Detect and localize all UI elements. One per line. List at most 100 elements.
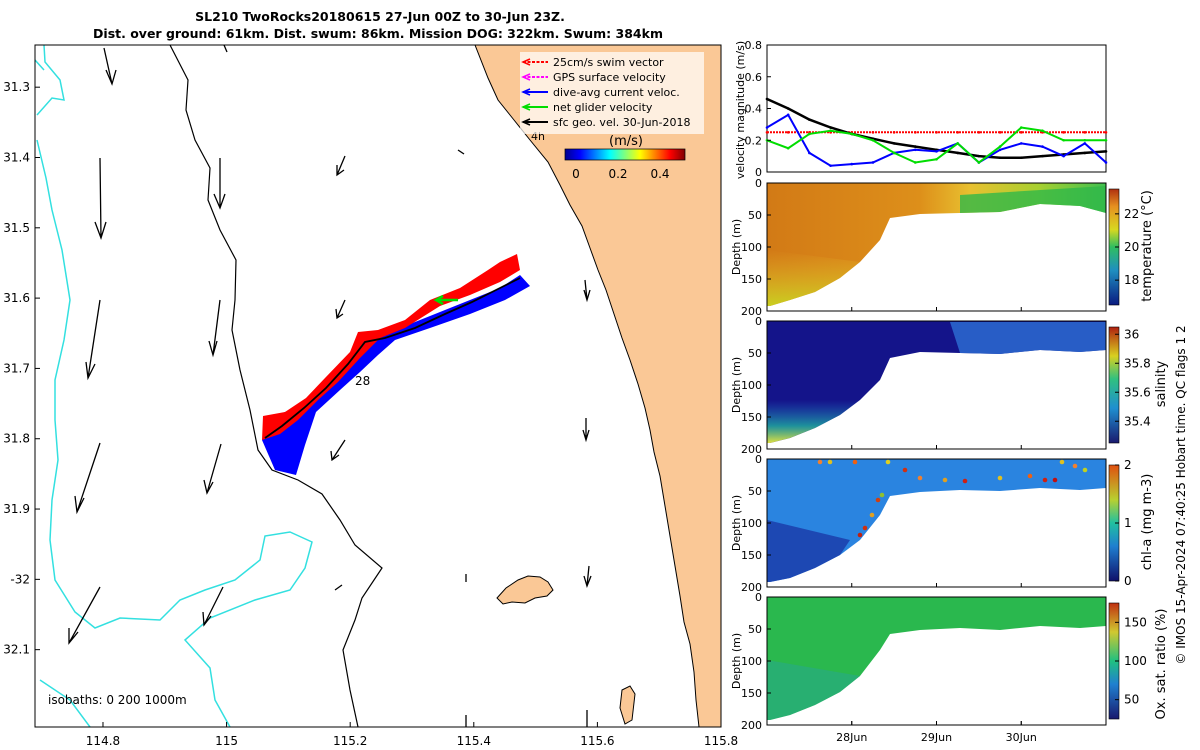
legend-label: sfc geo. vel. 30-Jun-2018 bbox=[553, 116, 690, 129]
oxygen-panel: 150 100 50 Ox. sat. ratio (%) 28Jun 29Jun 30… bbox=[766, 307, 1169, 744]
depth-tick-label: 200 bbox=[741, 443, 762, 456]
depth-tick-label: 150 bbox=[741, 411, 762, 424]
chl-sample-dot bbox=[857, 532, 863, 538]
velocity-point bbox=[1019, 126, 1023, 129]
oxygen-colorbar-label: Ox. sat. ratio (%) bbox=[1154, 609, 1169, 720]
velocity-point bbox=[786, 113, 790, 117]
velocity-point bbox=[1041, 154, 1044, 158]
velocity-point bbox=[765, 97, 769, 101]
map-y-tick-label: -32 bbox=[10, 572, 30, 586]
date-tick-label: 29Jun bbox=[921, 731, 952, 744]
chl-sample-dot bbox=[917, 475, 923, 481]
chl-sample-dot bbox=[862, 525, 868, 531]
colorbar-tick-label: 22 bbox=[1124, 207, 1139, 221]
velocity-point bbox=[892, 151, 896, 155]
velocity-point bbox=[935, 150, 938, 153]
depth-tick-label: 100 bbox=[741, 517, 762, 530]
map-y-tick-label: 31.4 bbox=[3, 150, 30, 164]
velocity-point bbox=[808, 151, 811, 155]
velocity-point bbox=[786, 146, 790, 150]
colorbar-tick-label: 36 bbox=[1124, 327, 1139, 341]
chl-sample-dot bbox=[1059, 459, 1065, 465]
map-y-tick-label: 32.1 bbox=[3, 643, 30, 657]
velocity-y-tick-label: 0.2 bbox=[745, 134, 763, 147]
velocity-y-tick-label: 0.4 bbox=[745, 103, 763, 116]
velocity-point bbox=[892, 142, 896, 145]
chl-sample-dot bbox=[1072, 463, 1078, 469]
velocity-ylabel: velocity magnitude (m/s) bbox=[734, 41, 747, 179]
chl-sample-dot bbox=[879, 492, 885, 498]
velocity-point bbox=[956, 131, 959, 134]
salinity-panel: 36 35.8 35.6 35.4 salinity bbox=[766, 320, 1169, 450]
velocity-point bbox=[1083, 138, 1087, 142]
land-coast bbox=[474, 45, 721, 727]
isobath-black bbox=[169, 45, 383, 727]
velocity-point bbox=[765, 126, 769, 129]
depth-tick-label: 0 bbox=[755, 315, 762, 328]
velocity-point bbox=[1104, 161, 1108, 164]
chl-sample-dot bbox=[827, 459, 833, 465]
title-line-2: Dist. over ground: 61km. Dist. swum: 86k… bbox=[93, 26, 663, 41]
colorbar-tick-label: 35.8 bbox=[1124, 356, 1151, 370]
velocity-panel: 0 0.2 0.4 0.6 0.8 velocity magnitude (m/s) bbox=[734, 39, 1108, 179]
velocity-point bbox=[1041, 129, 1044, 133]
map-y-tick-label: 31.8 bbox=[3, 432, 30, 446]
legend-label: GPS surface velocity bbox=[553, 71, 666, 84]
depth-tick-label: 150 bbox=[741, 687, 762, 700]
velocity-point bbox=[1019, 142, 1023, 145]
velocity-point bbox=[1062, 131, 1065, 134]
chl-sample-dot bbox=[875, 497, 881, 503]
title-line-1: SL210 TwoRocks20180615 27-Jun 00Z to 30-… bbox=[195, 9, 565, 24]
chlorophyll-colorbar-label: chl-a (mg m-3) bbox=[1140, 474, 1155, 571]
depth-ylabel: Depth (m) bbox=[730, 495, 743, 551]
temperature-panel: 22 20 18 temperature (°C) bbox=[766, 182, 1155, 312]
legend-label: dive-avg current veloc. bbox=[553, 86, 680, 99]
date-tick-label: 30Jun bbox=[1006, 731, 1037, 744]
velocity-point bbox=[977, 154, 981, 158]
colorbar-tick-label: 1 bbox=[1124, 516, 1132, 530]
velocity-point bbox=[1019, 131, 1023, 134]
map-legend: 25cm/s swim vector GPS surface velocity di… bbox=[520, 52, 704, 134]
map-x-tick-label: 115.4 bbox=[457, 734, 491, 748]
depth-tick-label: 100 bbox=[741, 655, 762, 668]
velocity-point bbox=[914, 148, 917, 152]
velocity-point bbox=[998, 148, 1002, 152]
velocity-point bbox=[829, 126, 832, 129]
temperature-colorbar-label: temperature (°C) bbox=[1140, 190, 1155, 302]
salinity-colorbar-label: salinity bbox=[1154, 360, 1169, 407]
map-y-tick-label: 31.5 bbox=[3, 221, 30, 235]
velocity-point bbox=[850, 162, 854, 166]
chlorophyll-panel: 2 1 0 chl-a (mg m-3) bbox=[766, 458, 1155, 588]
map-x-tick-label: 115.2 bbox=[333, 734, 367, 748]
map-y-tick-label: 31.3 bbox=[3, 80, 30, 94]
velocity-point bbox=[871, 131, 875, 134]
velocity-y-tick-label: 0.6 bbox=[745, 71, 763, 84]
velocity-point bbox=[765, 131, 769, 134]
map-x-tick-label: 114.8 bbox=[86, 734, 120, 748]
velocity-point bbox=[914, 131, 917, 134]
velocity-point bbox=[850, 132, 854, 136]
chl-sample-dot bbox=[852, 459, 858, 465]
chl-sample-dot bbox=[885, 459, 891, 465]
colorbar-tick-label: 2 bbox=[1124, 458, 1132, 472]
map-x-tick-label: 115.8 bbox=[704, 734, 738, 748]
isobath-cyan bbox=[35, 45, 313, 727]
map-x-tick-label: 115 bbox=[215, 734, 238, 748]
chl-sample-dot bbox=[1052, 477, 1058, 483]
velocity-point bbox=[1083, 131, 1087, 134]
velocity-point bbox=[935, 158, 938, 161]
velocity-point bbox=[914, 145, 917, 148]
colorbar-tick-label: 150 bbox=[1124, 615, 1147, 629]
depth-ylabel: Depth (m) bbox=[730, 219, 743, 275]
velocity-point bbox=[1083, 142, 1087, 145]
chl-sample-dot bbox=[1082, 467, 1088, 473]
depth-tick-label: 0 bbox=[755, 177, 762, 190]
chl-sample-dot bbox=[869, 512, 875, 518]
legend-arrowhead bbox=[521, 58, 531, 66]
depth-ylabel: Depth (m) bbox=[730, 633, 743, 689]
chl-sample-dot bbox=[1027, 473, 1033, 479]
velocity-point bbox=[914, 161, 917, 164]
depth-tick-label: 200 bbox=[741, 581, 762, 594]
